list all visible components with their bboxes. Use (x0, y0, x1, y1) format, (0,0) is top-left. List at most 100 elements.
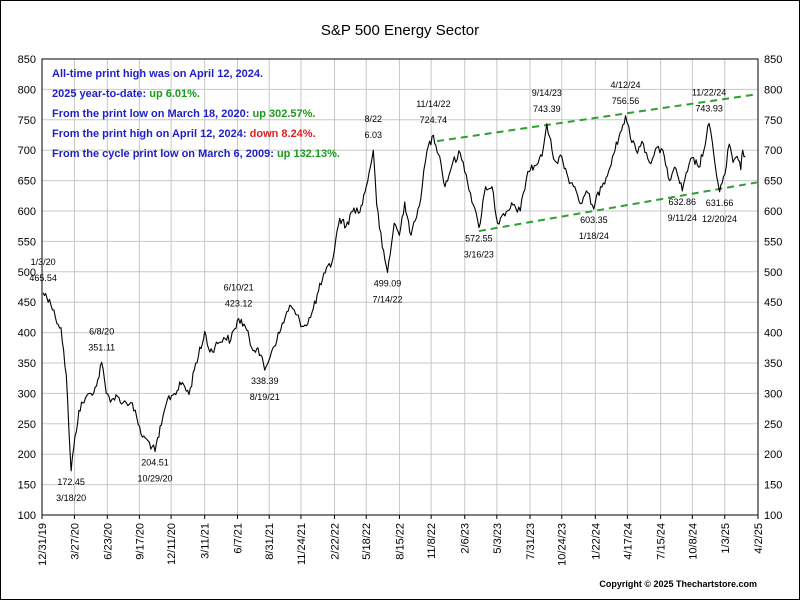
y-tick-label-left: 250 (18, 419, 36, 431)
y-tick-label-right: 850 (764, 54, 782, 66)
y-tick-label-right: 400 (764, 328, 782, 340)
y-tick-label-left: 400 (18, 328, 36, 340)
x-tick-label: 3/11/21 (200, 523, 212, 559)
plot-frame (41, 58, 759, 516)
y-tick-label-right: 150 (764, 480, 782, 492)
x-tick-label: 12/11/20 (166, 523, 178, 565)
annotation-label: 172.45 (57, 477, 85, 487)
annotation-label: 743.93 (695, 103, 723, 113)
annotation-label: 11/14/22 (416, 99, 450, 109)
annotation-label: 9/11/24 (668, 213, 697, 223)
y-tick-label-left: 150 (18, 480, 36, 492)
info-segment: up 132.13%. (277, 148, 340, 160)
y-tick-label-left: 200 (18, 449, 36, 461)
annotation-label: 6.03 (365, 130, 383, 140)
x-tick-label: 6/23/20 (102, 523, 114, 560)
y-tick-label-right: 300 (764, 388, 782, 400)
info-segment: down 8.24%. (250, 128, 316, 140)
chart-title: S&P 500 Energy Sector (321, 22, 479, 39)
info-line: All-time print high was on April 12, 202… (52, 68, 263, 80)
annotation-label: 6/8/20 (89, 326, 114, 336)
annotation-label: 4/12/24 (611, 80, 641, 90)
info-segment: From the cycle print low on March 6, 200… (52, 148, 277, 160)
x-tick-label: 2/6/23 (460, 523, 472, 554)
info-line: From the print high on April 12, 2024: d… (52, 128, 316, 140)
y-tick-label-right: 550 (764, 236, 782, 248)
x-tick-label: 10/8/24 (687, 523, 699, 560)
annotation-label: 572.55 (465, 234, 493, 244)
annotation-label: 8/19/21 (250, 392, 280, 402)
annotation-label: 724.74 (420, 115, 448, 125)
y-tick-label-left: 350 (18, 358, 36, 370)
annotation-label: 3/18/20 (56, 493, 86, 503)
y-tick-label-left: 550 (18, 236, 36, 248)
info-box: All-time print high was on April 12, 202… (52, 68, 340, 160)
y-tick-label-right: 700 (764, 145, 782, 157)
x-tick-label: 3/27/20 (69, 523, 81, 560)
annotation-label: 9/14/23 (532, 88, 562, 98)
x-tick-label: 1/3/25 (720, 523, 732, 554)
annotation-label: 423.12 (225, 299, 253, 309)
y-tick-label-left: 850 (18, 54, 36, 66)
y-tick-label-right: 100 (764, 510, 782, 522)
annotation-label: 743.39 (533, 104, 561, 114)
annotation-label: 351.11 (88, 342, 115, 352)
y-tick-label-right: 250 (764, 419, 782, 431)
x-tick-label: 8/31/21 (264, 523, 276, 560)
info-line: 2025 year-to-date: up 6.01%. (52, 88, 200, 100)
x-tick-label: 12/31/19 (37, 523, 49, 566)
x-tick-label: 2/22/22 (330, 523, 342, 560)
y-tick-label-right: 450 (764, 297, 782, 309)
x-tick-label: 4/2/25 (753, 523, 765, 554)
y-tick-label-left: 650 (18, 176, 36, 188)
info-line: From the cycle print low on March 6, 200… (52, 148, 340, 160)
info-segment: All-time print high was on April 12, 202… (52, 68, 263, 80)
x-axis: 12/31/19 3/27/20 6/23/20 9/17/20 12/11/20 3/1… (37, 515, 765, 566)
y-tick-label-right: 600 (764, 206, 782, 218)
x-tick-label: 9/17/20 (134, 523, 146, 560)
x-tick-label: 8/15/22 (394, 523, 406, 560)
x-tick-label: 4/17/24 (622, 523, 634, 560)
x-tick-label: 11/8/22 (426, 523, 438, 559)
y-axis-right: 100 150 200 250 300 350 400 450 500 550 600 650 700 7… (764, 54, 782, 522)
annotation-label: 631.66 (706, 198, 734, 208)
info-segment: up 6.01%. (149, 88, 200, 100)
annotation-label: 10/29/20 (138, 473, 173, 483)
annotation-label: 6/10/21 (224, 283, 254, 293)
x-tick-label: 1/22/24 (590, 523, 602, 560)
annotation-label: 3/16/23 (464, 250, 494, 260)
x-tick-label: 5/3/23 (492, 523, 504, 554)
info-segment: From the print low on March 18, 2020: (52, 108, 252, 120)
x-tick-label: 11/24/21 (296, 523, 308, 565)
y-tick-label-left: 600 (18, 206, 36, 218)
y-tick-label-right: 200 (764, 449, 782, 461)
annotation-label: 12/20/24 (702, 214, 737, 224)
info-segment: From the print high on April 12, 2024: (52, 128, 250, 140)
annotations: 1/3/20 465.54 172.45 3/18/20 6/8/20 351.11 204… (29, 80, 737, 503)
y-tick-label-right: 350 (764, 358, 782, 370)
x-tick-label: 7/15/24 (656, 523, 668, 560)
trendline (436, 93, 758, 143)
annotation-label: 756.56 (612, 96, 640, 106)
y-tick-label-right: 750 (764, 115, 782, 127)
info-segment: 2025 year-to-date: (52, 88, 149, 100)
y-tick-label-left: 300 (18, 388, 36, 400)
info-line: From the print low on March 18, 2020: up… (52, 108, 315, 120)
x-tick-label: 10/24/23 (557, 523, 569, 566)
annotation-label: 7/14/22 (372, 294, 402, 304)
x-tick-label: 6/7/21 (233, 523, 245, 554)
y-axis-left: 100 150 200 250 300 350 400 450 500 550 600 650 700 7… (18, 54, 36, 522)
annotation-label: 499.09 (374, 278, 402, 288)
price-series (42, 115, 746, 472)
copyright-text: Copyright © 2025 Thechartstore.com (599, 579, 757, 589)
y-tick-label-left: 700 (18, 145, 36, 157)
annotation-label: 465.54 (29, 273, 57, 283)
annotation-label: 8/22 (365, 114, 383, 124)
y-tick-label-left: 750 (18, 115, 36, 127)
y-tick-label-left: 500 (18, 267, 36, 279)
y-tick-label-right: 800 (764, 84, 782, 96)
annotation-label: 1/3/20 (31, 257, 56, 267)
y-tick-label-left: 100 (18, 510, 36, 522)
